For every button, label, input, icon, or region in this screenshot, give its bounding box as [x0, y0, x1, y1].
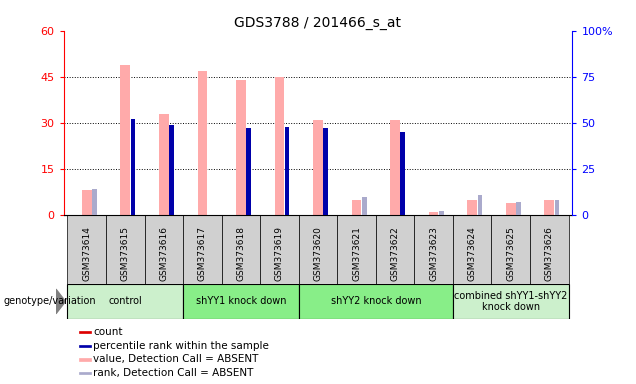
- Bar: [415, 215, 453, 284]
- Text: GSM373615: GSM373615: [121, 226, 130, 281]
- Bar: [236, 80, 245, 215]
- Bar: [92, 189, 97, 215]
- Text: shYY2 knock down: shYY2 knock down: [331, 296, 421, 306]
- Bar: [120, 65, 130, 215]
- Bar: [275, 77, 284, 215]
- Bar: [169, 125, 174, 215]
- Text: percentile rank within the sample: percentile rank within the sample: [93, 341, 269, 351]
- Text: GSM373616: GSM373616: [160, 226, 169, 281]
- Bar: [79, 344, 91, 347]
- Bar: [130, 119, 135, 215]
- Text: shYY1 knock down: shYY1 knock down: [196, 296, 286, 306]
- Bar: [285, 127, 289, 215]
- Text: value, Detection Call = ABSENT: value, Detection Call = ABSENT: [93, 354, 258, 364]
- Bar: [467, 200, 477, 215]
- Bar: [159, 114, 169, 215]
- Bar: [246, 128, 251, 215]
- Text: GSM373619: GSM373619: [275, 226, 284, 281]
- Bar: [555, 200, 559, 215]
- Text: genotype/variation: genotype/variation: [3, 296, 96, 306]
- Bar: [299, 284, 453, 319]
- Bar: [391, 120, 400, 215]
- Bar: [506, 203, 516, 215]
- Bar: [67, 215, 106, 284]
- Bar: [79, 331, 91, 333]
- Bar: [439, 211, 444, 215]
- Bar: [183, 215, 221, 284]
- Bar: [144, 215, 183, 284]
- Bar: [362, 197, 366, 215]
- Bar: [183, 284, 299, 319]
- Bar: [260, 215, 299, 284]
- Bar: [401, 132, 405, 215]
- Bar: [106, 215, 144, 284]
- Bar: [516, 202, 521, 215]
- Bar: [492, 215, 530, 284]
- Bar: [313, 120, 323, 215]
- Bar: [352, 200, 361, 215]
- Text: GSM373623: GSM373623: [429, 226, 438, 281]
- Text: count: count: [93, 327, 123, 337]
- Text: GSM373626: GSM373626: [545, 226, 554, 281]
- Text: rank, Detection Call = ABSENT: rank, Detection Call = ABSENT: [93, 368, 254, 378]
- Bar: [79, 358, 91, 361]
- Bar: [453, 284, 569, 319]
- Title: GDS3788 / 201466_s_at: GDS3788 / 201466_s_at: [235, 16, 401, 30]
- Bar: [376, 215, 415, 284]
- Text: GSM373625: GSM373625: [506, 226, 515, 281]
- Bar: [478, 195, 482, 215]
- Text: combined shYY1-shYY2
knock down: combined shYY1-shYY2 knock down: [454, 291, 567, 312]
- Polygon shape: [56, 289, 66, 314]
- Text: GSM373618: GSM373618: [237, 226, 245, 281]
- Text: GSM373622: GSM373622: [391, 226, 399, 281]
- Text: GSM373624: GSM373624: [467, 226, 476, 281]
- Bar: [453, 215, 492, 284]
- Bar: [67, 284, 183, 319]
- Text: GSM373620: GSM373620: [314, 226, 322, 281]
- Bar: [82, 190, 92, 215]
- Text: GSM373617: GSM373617: [198, 226, 207, 281]
- Bar: [79, 372, 91, 374]
- Bar: [530, 215, 569, 284]
- Bar: [198, 71, 207, 215]
- Text: GSM373614: GSM373614: [82, 226, 91, 281]
- Text: GSM373621: GSM373621: [352, 226, 361, 281]
- Bar: [429, 212, 438, 215]
- Bar: [221, 215, 260, 284]
- Text: control: control: [108, 296, 142, 306]
- Bar: [323, 128, 328, 215]
- Bar: [337, 215, 376, 284]
- Bar: [544, 200, 554, 215]
- Bar: [299, 215, 337, 284]
